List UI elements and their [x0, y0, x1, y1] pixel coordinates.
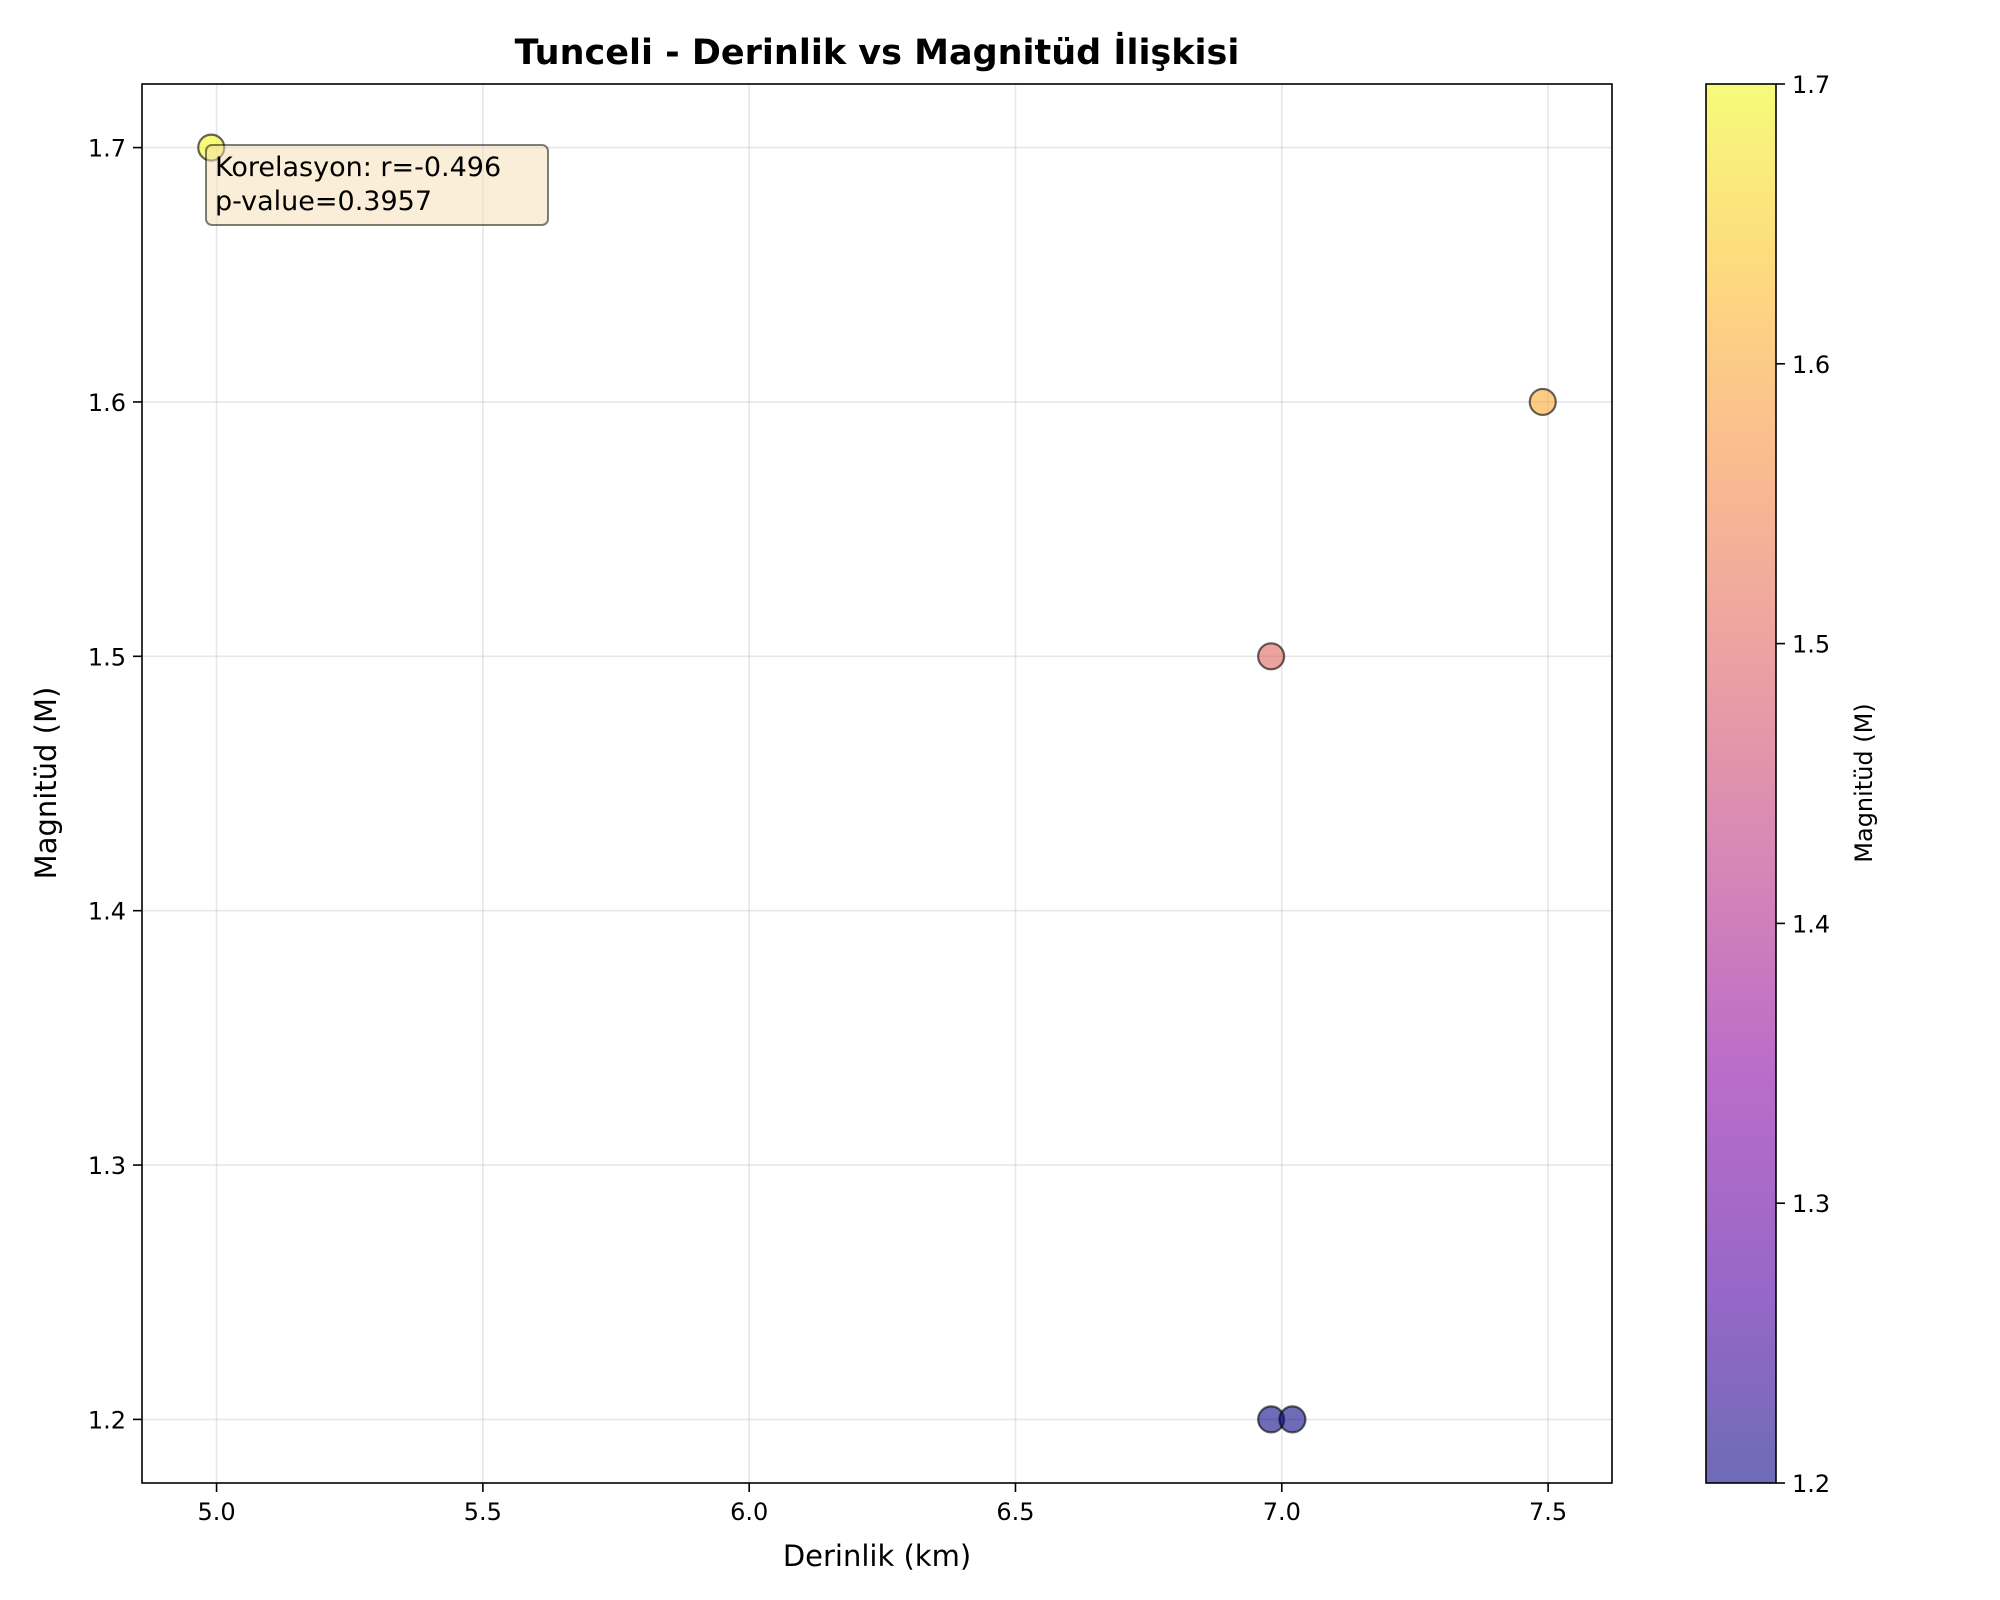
x-tick-label: 7.0 [1263, 1498, 1301, 1526]
y-axis-ticks: 1.2 1.3 1.4 1.5 1.6 1.7 [88, 135, 142, 1434]
colorbar-label: Magnitüd (M) [1850, 703, 1878, 862]
grid-lines [142, 84, 1612, 1483]
colorbar-gradient [1706, 84, 1776, 1483]
colorbar-frame [1705, 83, 1777, 1484]
colorbar-tick-label: 1.7 [1792, 71, 1830, 99]
data-points [197, 133, 1557, 1434]
x-tick-label: 5.0 [197, 1498, 235, 1526]
annotation-line-correlation: Korelasyon: r=-0.496 [215, 152, 501, 183]
colorbar-tick-label: 1.2 [1792, 1470, 1830, 1498]
data-point [1528, 387, 1557, 417]
y-axis-label: Magnitüd (M) [29, 687, 63, 880]
x-tick-label: 7.5 [1529, 1498, 1567, 1526]
colorbar-tick-label: 1.5 [1792, 631, 1830, 659]
plot-area-frame [141, 83, 1613, 1484]
y-tick-label: 1.6 [88, 389, 126, 417]
y-tick-label: 1.3 [88, 1152, 126, 1180]
y-tick-label: 1.4 [88, 898, 126, 926]
colorbar-tick-label: 1.4 [1792, 910, 1830, 938]
colorbar-tick-label: 1.6 [1792, 351, 1830, 379]
y-tick-label: 1.2 [88, 1406, 126, 1434]
data-point [1257, 642, 1286, 671]
x-tick-label: 5.5 [464, 1498, 502, 1526]
x-axis-ticks: 5.0 5.5 6.0 6.5 7.0 7.5 [197, 1483, 1567, 1526]
colorbar-tick-label: 1.3 [1792, 1190, 1830, 1218]
annotation-box [205, 144, 549, 226]
y-tick-label: 1.5 [88, 643, 126, 671]
data-point [1278, 1405, 1307, 1434]
colorbar: 1.2 1.3 1.4 1.5 1.6 1.7 Magnitüd (M) [1705, 71, 1878, 1498]
colorbar-ticks: 1.2 1.3 1.4 1.5 1.6 1.7 [1776, 71, 1830, 1498]
y-tick-label: 1.7 [88, 135, 126, 163]
x-tick-label: 6.5 [996, 1498, 1034, 1526]
correlation-annotation: Korelasyon: r=-0.496 p-value=0.3957 [205, 144, 549, 226]
x-axis-label: Derinlik (km) [783, 1539, 971, 1573]
x-tick-label: 6.0 [730, 1498, 768, 1526]
annotation-line-pvalue: p-value=0.3957 [215, 186, 432, 217]
chart-title: Tunceli - Derinlik vs Magnitüd İlişkisi [515, 31, 1240, 73]
